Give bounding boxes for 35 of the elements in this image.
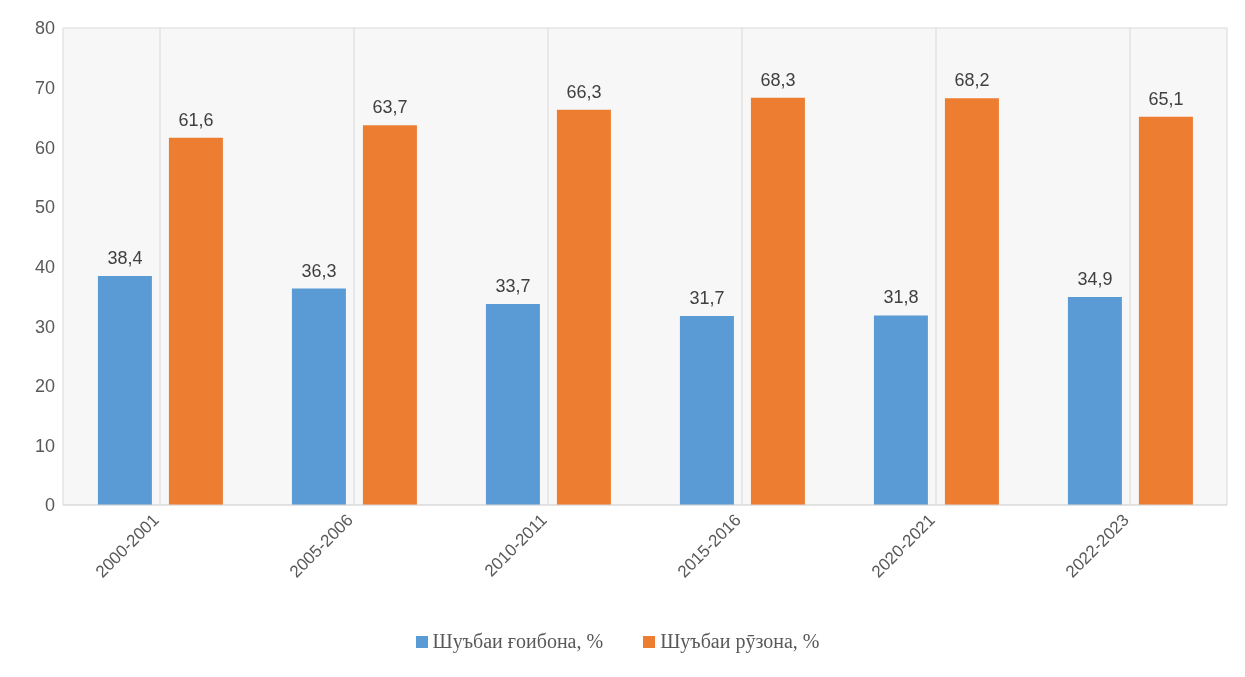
bar <box>556 109 611 505</box>
y-tick-label: 10 <box>34 435 55 456</box>
bar <box>944 98 999 505</box>
data-label: 61,6 <box>178 109 214 130</box>
bar <box>485 304 540 505</box>
y-tick-label: 70 <box>34 78 55 99</box>
y-tick-label: 0 <box>44 495 55 516</box>
y-tick-label: 80 <box>34 18 55 39</box>
data-label: 34,9 <box>1077 268 1113 289</box>
bar <box>679 315 734 505</box>
data-label: 65,1 <box>1148 88 1184 109</box>
data-label: 36,3 <box>301 260 337 281</box>
data-label: 38,4 <box>107 248 143 269</box>
legend-label: Шуъбаи ғоибона, % <box>431 630 604 653</box>
bar <box>291 288 346 505</box>
data-label: 68,2 <box>954 70 990 91</box>
data-label: 31,7 <box>689 287 725 308</box>
bar <box>1067 296 1122 505</box>
bar <box>750 97 805 505</box>
data-label: 68,3 <box>760 69 796 90</box>
bar <box>362 125 417 505</box>
y-tick-label: 50 <box>34 197 55 218</box>
legend-label: Шуъбаи рӯзона, % <box>659 630 820 653</box>
y-tick-label: 30 <box>34 316 55 337</box>
bar <box>1138 116 1193 505</box>
y-tick-label: 20 <box>34 376 55 397</box>
data-label: 63,7 <box>372 97 408 118</box>
data-label: 33,7 <box>495 276 531 297</box>
y-tick-label: 60 <box>34 137 55 158</box>
data-label: 66,3 <box>566 81 602 102</box>
bar <box>168 137 223 505</box>
bar <box>97 276 152 505</box>
data-label: 31,8 <box>883 287 919 308</box>
bar <box>873 315 928 505</box>
y-tick-label: 40 <box>34 256 55 277</box>
